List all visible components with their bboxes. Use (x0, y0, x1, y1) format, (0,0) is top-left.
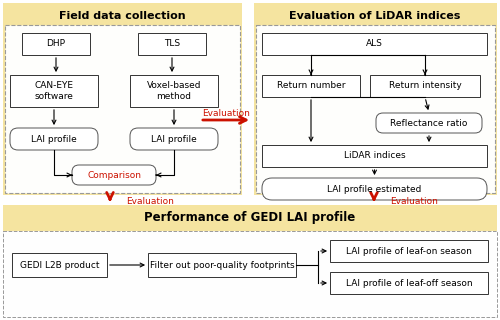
FancyBboxPatch shape (72, 165, 156, 185)
FancyBboxPatch shape (130, 128, 218, 150)
Text: LAI profile of leaf-on season: LAI profile of leaf-on season (346, 246, 472, 255)
Bar (22, 33, 90, 55)
Bar (256, 25, 495, 193)
Text: Filter out poor-quality footprints: Filter out poor-quality footprints (150, 260, 294, 269)
Bar (370, 75, 480, 97)
Text: LAI profile estimated: LAI profile estimated (328, 185, 422, 194)
Bar (148, 253, 296, 277)
Bar (138, 33, 206, 55)
Text: Reflectance ratio: Reflectance ratio (390, 118, 468, 127)
Bar (3, 205, 497, 231)
Text: LAI profile: LAI profile (31, 134, 77, 143)
Bar (254, 3, 497, 195)
Text: Return intensity: Return intensity (388, 82, 462, 91)
Text: Comparison: Comparison (87, 171, 141, 180)
Text: Evaluation of LiDAR indices: Evaluation of LiDAR indices (290, 11, 460, 21)
Text: CAN-EYE
software: CAN-EYE software (34, 81, 74, 101)
Text: LiDAR indices: LiDAR indices (344, 151, 406, 161)
Bar (130, 75, 218, 107)
Text: TLS: TLS (164, 39, 180, 49)
Text: DHP: DHP (46, 39, 66, 49)
FancyBboxPatch shape (10, 128, 98, 150)
Text: GEDI L2B product: GEDI L2B product (20, 260, 99, 269)
FancyBboxPatch shape (262, 178, 487, 200)
Text: Evaluation: Evaluation (126, 196, 174, 205)
Bar (12, 253, 107, 277)
FancyBboxPatch shape (376, 113, 482, 133)
Text: ALS: ALS (366, 39, 383, 49)
Bar (5, 25, 240, 193)
Text: Performance of GEDI LAI profile: Performance of GEDI LAI profile (144, 212, 356, 225)
Bar (262, 33, 487, 55)
Bar (330, 240, 488, 262)
Bar (330, 272, 488, 294)
Bar (262, 145, 487, 167)
Bar (10, 75, 98, 107)
Bar (262, 75, 360, 97)
Text: LAI profile: LAI profile (151, 134, 197, 143)
Text: Voxel-based
method: Voxel-based method (147, 81, 201, 101)
Text: Evaluation: Evaluation (202, 108, 250, 117)
Text: LAI profile of leaf-off season: LAI profile of leaf-off season (346, 278, 472, 287)
Text: Return number: Return number (277, 82, 345, 91)
Text: Evaluation: Evaluation (390, 196, 438, 205)
Bar (3, 3, 242, 195)
Text: Field data collection: Field data collection (58, 11, 186, 21)
Bar (3, 231, 497, 317)
